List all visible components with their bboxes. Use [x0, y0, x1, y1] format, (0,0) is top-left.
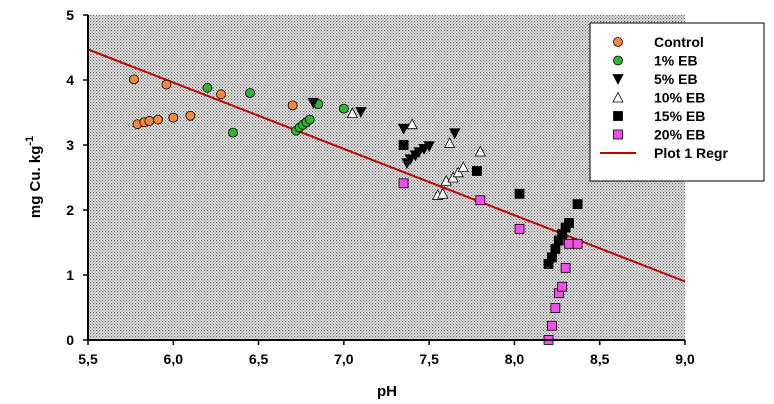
- legend-label: 5% EB: [654, 71, 698, 87]
- data-point: [447, 171, 459, 183]
- series-10-eb: [346, 107, 486, 200]
- data-point: [550, 244, 561, 254]
- data-point: [564, 218, 574, 228]
- data-point: [338, 103, 349, 114]
- data-point: [304, 114, 315, 125]
- legend-swatch: [613, 55, 623, 66]
- y-tick-label: 3: [66, 137, 74, 153]
- x-tick-label: 8,5: [590, 351, 610, 367]
- data-point: [514, 188, 525, 199]
- data-point: [161, 79, 172, 90]
- regression-line: [87, 48, 686, 283]
- data-point: [346, 107, 359, 119]
- data-point: [514, 223, 525, 234]
- data-point: [398, 140, 409, 150]
- data-point: [153, 114, 163, 125]
- data-point: [144, 116, 155, 126]
- data-point: [423, 141, 435, 153]
- data-point: [547, 320, 557, 331]
- x-tick-label: 6,5: [249, 351, 269, 367]
- y-tick-label: 0: [66, 332, 74, 348]
- data-point: [129, 74, 139, 85]
- x-axis-ticks: 5,5 6,0 6,5 7,0 7,5 8,0 8,5 9,0: [78, 340, 695, 367]
- legend-swatch: [613, 37, 623, 47]
- legend-label: 10% EB: [654, 90, 705, 106]
- data-point: [406, 118, 418, 130]
- y-tick-label: 1: [66, 267, 74, 283]
- data-point: [228, 127, 238, 138]
- y-tick-label: 4: [66, 72, 74, 88]
- legend-label: Control: [654, 34, 704, 50]
- y-axis-ticks: 0 1 2 3 4 5: [66, 7, 88, 348]
- legend-label: 1% EB: [654, 53, 698, 69]
- series-plot-1-regr: [87, 48, 686, 283]
- x-tick-label: 7,5: [419, 351, 439, 367]
- x-tick-label: 5,5: [78, 351, 98, 367]
- data-point: [475, 195, 486, 206]
- data-point: [474, 145, 486, 157]
- data-point: [472, 166, 482, 176]
- data-point: [287, 100, 298, 111]
- data-point: [202, 82, 213, 93]
- data-point: [397, 123, 410, 135]
- y-axis-title-main: mg Cu. kg: [27, 146, 44, 219]
- data-point: [404, 154, 417, 166]
- data-point: [547, 252, 557, 263]
- data-point: [449, 128, 461, 140]
- data-point: [564, 238, 574, 249]
- data-point: [443, 137, 456, 148]
- data-point: [398, 178, 409, 189]
- series-layer: [87, 48, 686, 345]
- y-axis-title-superscript: -1: [24, 136, 36, 146]
- legend-label: 15% EB: [654, 108, 705, 124]
- legend-swatch: [613, 129, 623, 140]
- legend-label: 20% EB: [654, 127, 705, 143]
- x-tick-label: 9,0: [675, 351, 695, 367]
- data-point: [168, 112, 179, 123]
- legend: Control 1% EB 5% EB 10% EB 15% EB 20% EB Plot …: [589, 22, 765, 182]
- plot-area: [88, 15, 685, 340]
- data-point: [437, 187, 449, 199]
- data-point: [557, 281, 568, 292]
- series-15-eb: [398, 140, 583, 269]
- series-5-eb: [307, 97, 461, 170]
- x-tick-label: 6,0: [164, 351, 184, 367]
- data-point: [185, 110, 196, 121]
- x-tick-label: 8,0: [505, 351, 525, 367]
- data-point: [245, 88, 255, 98]
- legend-swatch: [612, 91, 624, 103]
- data-point: [572, 238, 583, 249]
- legend-swatch: [613, 111, 623, 121]
- data-point: [307, 97, 319, 109]
- y-tick-label: 5: [66, 7, 74, 23]
- x-tick-label: 7,0: [334, 351, 354, 367]
- legend-label: Plot 1 Regr: [654, 145, 728, 161]
- data-point: [572, 199, 583, 210]
- series-control: [129, 74, 298, 130]
- data-point: [560, 262, 571, 273]
- data-point: [355, 106, 367, 118]
- legend-swatch: [612, 74, 624, 85]
- data-point: [216, 89, 226, 100]
- y-tick-label: 2: [66, 202, 74, 218]
- data-point: [452, 166, 464, 178]
- data-point: [457, 161, 469, 173]
- y-axis-title: mg Cu. kg-1: [24, 136, 44, 218]
- data-point: [413, 147, 425, 159]
- data-point: [550, 303, 561, 314]
- x-axis-title: pH: [377, 383, 397, 400]
